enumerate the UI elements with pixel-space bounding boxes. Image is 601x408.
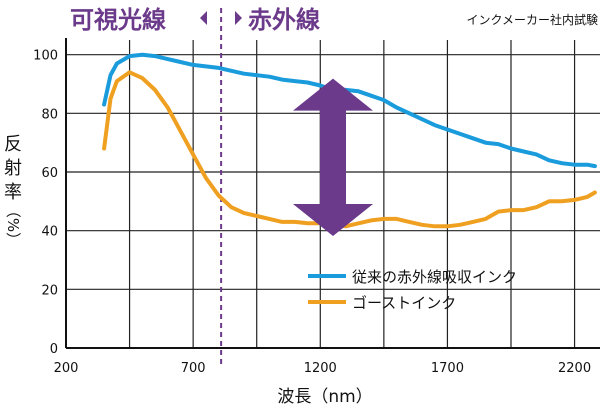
y-tick-label-20: 20 [41, 283, 58, 298]
axes [65, 38, 600, 349]
ylabel-char-3: 率 [4, 182, 22, 203]
series-line-1 [102, 70, 597, 229]
x-tick-label-1700: 1700 [431, 361, 464, 376]
x-tick-label-700: 700 [181, 361, 206, 376]
legend-label-ghost: ゴーストインク [352, 294, 456, 312]
x-tick-label-1200: 1200 [304, 361, 337, 376]
tick-labels: 0 20 40 60 80 100 200 700 1200 1700 2200 [33, 49, 591, 376]
x-tick-label-200: 200 [54, 361, 79, 376]
y-tick-label-80: 80 [41, 107, 58, 122]
ylabel-char-4: （%） [4, 203, 22, 247]
source-note: インクメーカー社内試験 [466, 12, 598, 27]
left-triangle-icon [200, 11, 207, 25]
annotation-arrow [293, 78, 373, 237]
y-tick-label-40: 40 [41, 225, 58, 240]
legend-label-conventional: 従来の赤外線吸収インク [352, 268, 517, 286]
visible-light-label: 可視光線 [70, 6, 166, 34]
right-triangle-icon [235, 11, 242, 25]
legend: 従来の赤外線吸収インク ゴーストインク [308, 268, 517, 312]
y-tick-label-100: 100 [33, 49, 58, 64]
y-tick-label-0: 0 [50, 342, 58, 357]
infrared-label: 赤外線 [248, 6, 320, 34]
grid [66, 40, 600, 348]
x-axis-title: 波長（nm） [277, 387, 372, 407]
ylabel-char-2: 射 [4, 158, 22, 179]
series-lines [102, 52, 597, 229]
x-tick-label-2200: 2200 [558, 361, 591, 376]
ylabel-char-1: 反 [4, 134, 22, 155]
y-tick-label-60: 60 [41, 166, 58, 181]
double-arrow [293, 78, 373, 237]
